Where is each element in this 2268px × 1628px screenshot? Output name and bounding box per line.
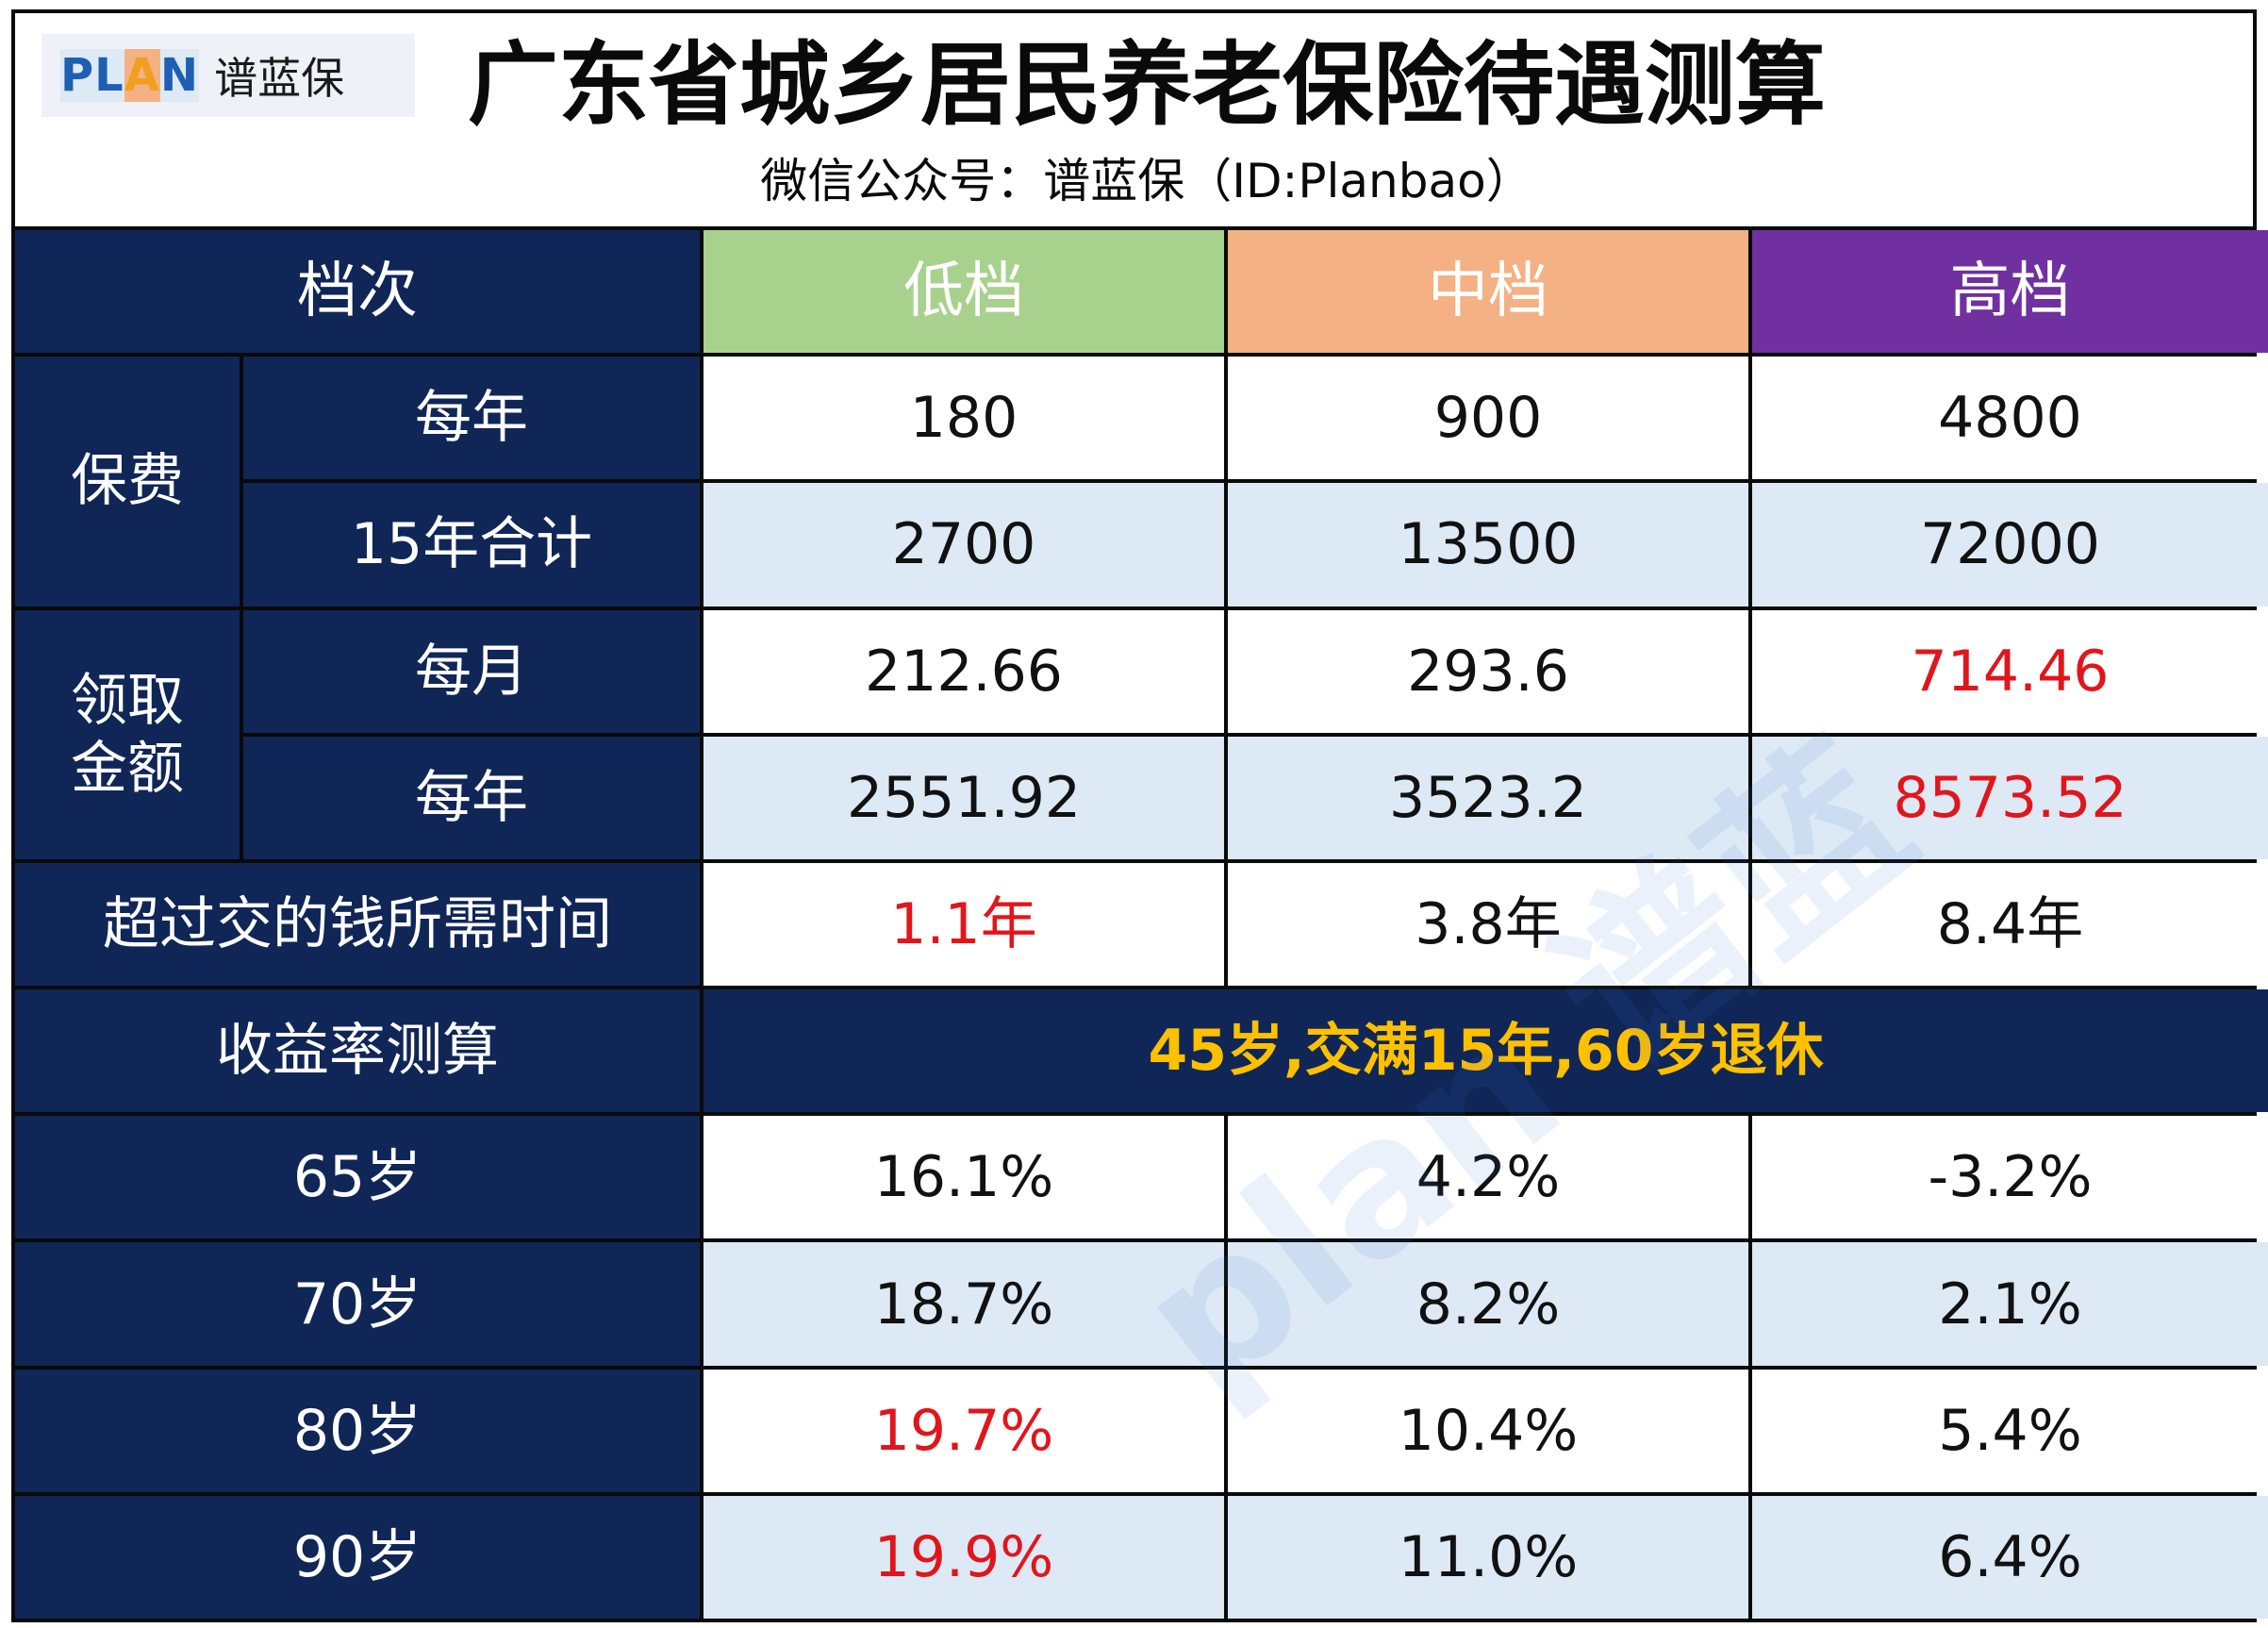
premium-group-label: 保费 [15, 357, 240, 606]
logo-cn-text: 谱蓝保 [214, 53, 345, 104]
logo-word-a: A [124, 49, 160, 102]
premium-yearly-label: 每年 [243, 357, 700, 480]
payout-group-label: 领取 金额 [15, 609, 240, 859]
yield-age-80-low: 19.7% [704, 1369, 1224, 1492]
payout-group-line1: 领取 [71, 667, 184, 734]
yield-age-90-high: 6.4% [1752, 1495, 2268, 1619]
yield-age-70-high: 2.1% [1752, 1242, 2268, 1366]
breakeven-low: 1.1年 [704, 862, 1224, 987]
yield-age-65-label: 65岁 [15, 1116, 700, 1239]
tier-high-header: 高档 [1752, 230, 2268, 354]
premium-total-low: 2700 [704, 483, 1224, 606]
yield-age-65-high: -3.2% [1752, 1116, 2268, 1239]
payout-yearly-label: 每年 [243, 736, 700, 859]
header: PLAN 谱蓝保 广东省城乡居民养老保险待遇测算 微信公众号：谱蓝保（ID:Pl… [15, 13, 2253, 226]
payout-yearly-low: 2551.92 [704, 736, 1224, 859]
tier-low-header: 低档 [704, 230, 1224, 354]
premium-total-mid: 13500 [1228, 483, 1748, 606]
payout-monthly-mid: 293.6 [1228, 609, 1748, 733]
document-frame: PLAN 谱蓝保 广东省城乡居民养老保险待遇测算 微信公众号：谱蓝保（ID:Pl… [11, 9, 2268, 1622]
premium-yearly-low: 180 [704, 357, 1224, 480]
payout-group-line2: 金额 [71, 735, 184, 802]
payout-yearly-high: 8573.52 [1752, 736, 2268, 859]
payout-monthly-low: 212.66 [704, 609, 1224, 733]
logo-wordmark: PLAN [60, 49, 200, 102]
payout-yearly-mid: 3523.2 [1228, 736, 1748, 859]
logo-word-pl: PL [60, 49, 124, 102]
premium-yearly-mid: 900 [1228, 357, 1748, 480]
page-title: 广东省城乡居民养老保险待遇测算 [468, 32, 1826, 138]
logo-word-n: N [159, 49, 200, 102]
yield-age-80-high: 5.4% [1752, 1369, 2268, 1492]
premium-total-label: 15年合计 [243, 483, 700, 606]
yield-age-90-mid: 11.0% [1228, 1495, 1748, 1619]
yield-age-65-mid: 4.2% [1228, 1116, 1748, 1239]
breakeven-label: 超过交的钱所需时间 [15, 862, 700, 987]
yield-age-90-label: 90岁 [15, 1495, 700, 1619]
yield-condition: 45岁,交满15年,60岁退休 [704, 989, 2268, 1113]
payout-monthly-high: 714.46 [1752, 609, 2268, 733]
yield-age-90-low: 19.9% [704, 1495, 1224, 1619]
yield-age-70-mid: 8.2% [1228, 1242, 1748, 1366]
tier-mid-header: 中档 [1228, 230, 1748, 354]
yield-age-80-mid: 10.4% [1228, 1369, 1748, 1492]
breakeven-mid: 3.8年 [1228, 862, 1748, 987]
benefit-table: 档次 低档 中档 高档 保费 每年 180 900 4800 15年合计 270… [15, 226, 2268, 1619]
yield-age-70-low: 18.7% [704, 1242, 1224, 1366]
premium-total-high: 72000 [1752, 483, 2268, 606]
brand-logo: PLAN 谱蓝保 [41, 34, 415, 117]
yield-age-65-low: 16.1% [704, 1116, 1224, 1239]
premium-yearly-high: 4800 [1752, 357, 2268, 480]
page-subtitle: 微信公众号：谱蓝保（ID:Planbao） [760, 154, 1533, 208]
yield-age-80-label: 80岁 [15, 1369, 700, 1492]
payout-monthly-label: 每月 [243, 609, 700, 733]
breakeven-high: 8.4年 [1752, 862, 2268, 987]
tier-header-label: 档次 [15, 230, 700, 354]
yield-age-70-label: 70岁 [15, 1242, 700, 1366]
yield-label: 收益率测算 [15, 989, 700, 1113]
